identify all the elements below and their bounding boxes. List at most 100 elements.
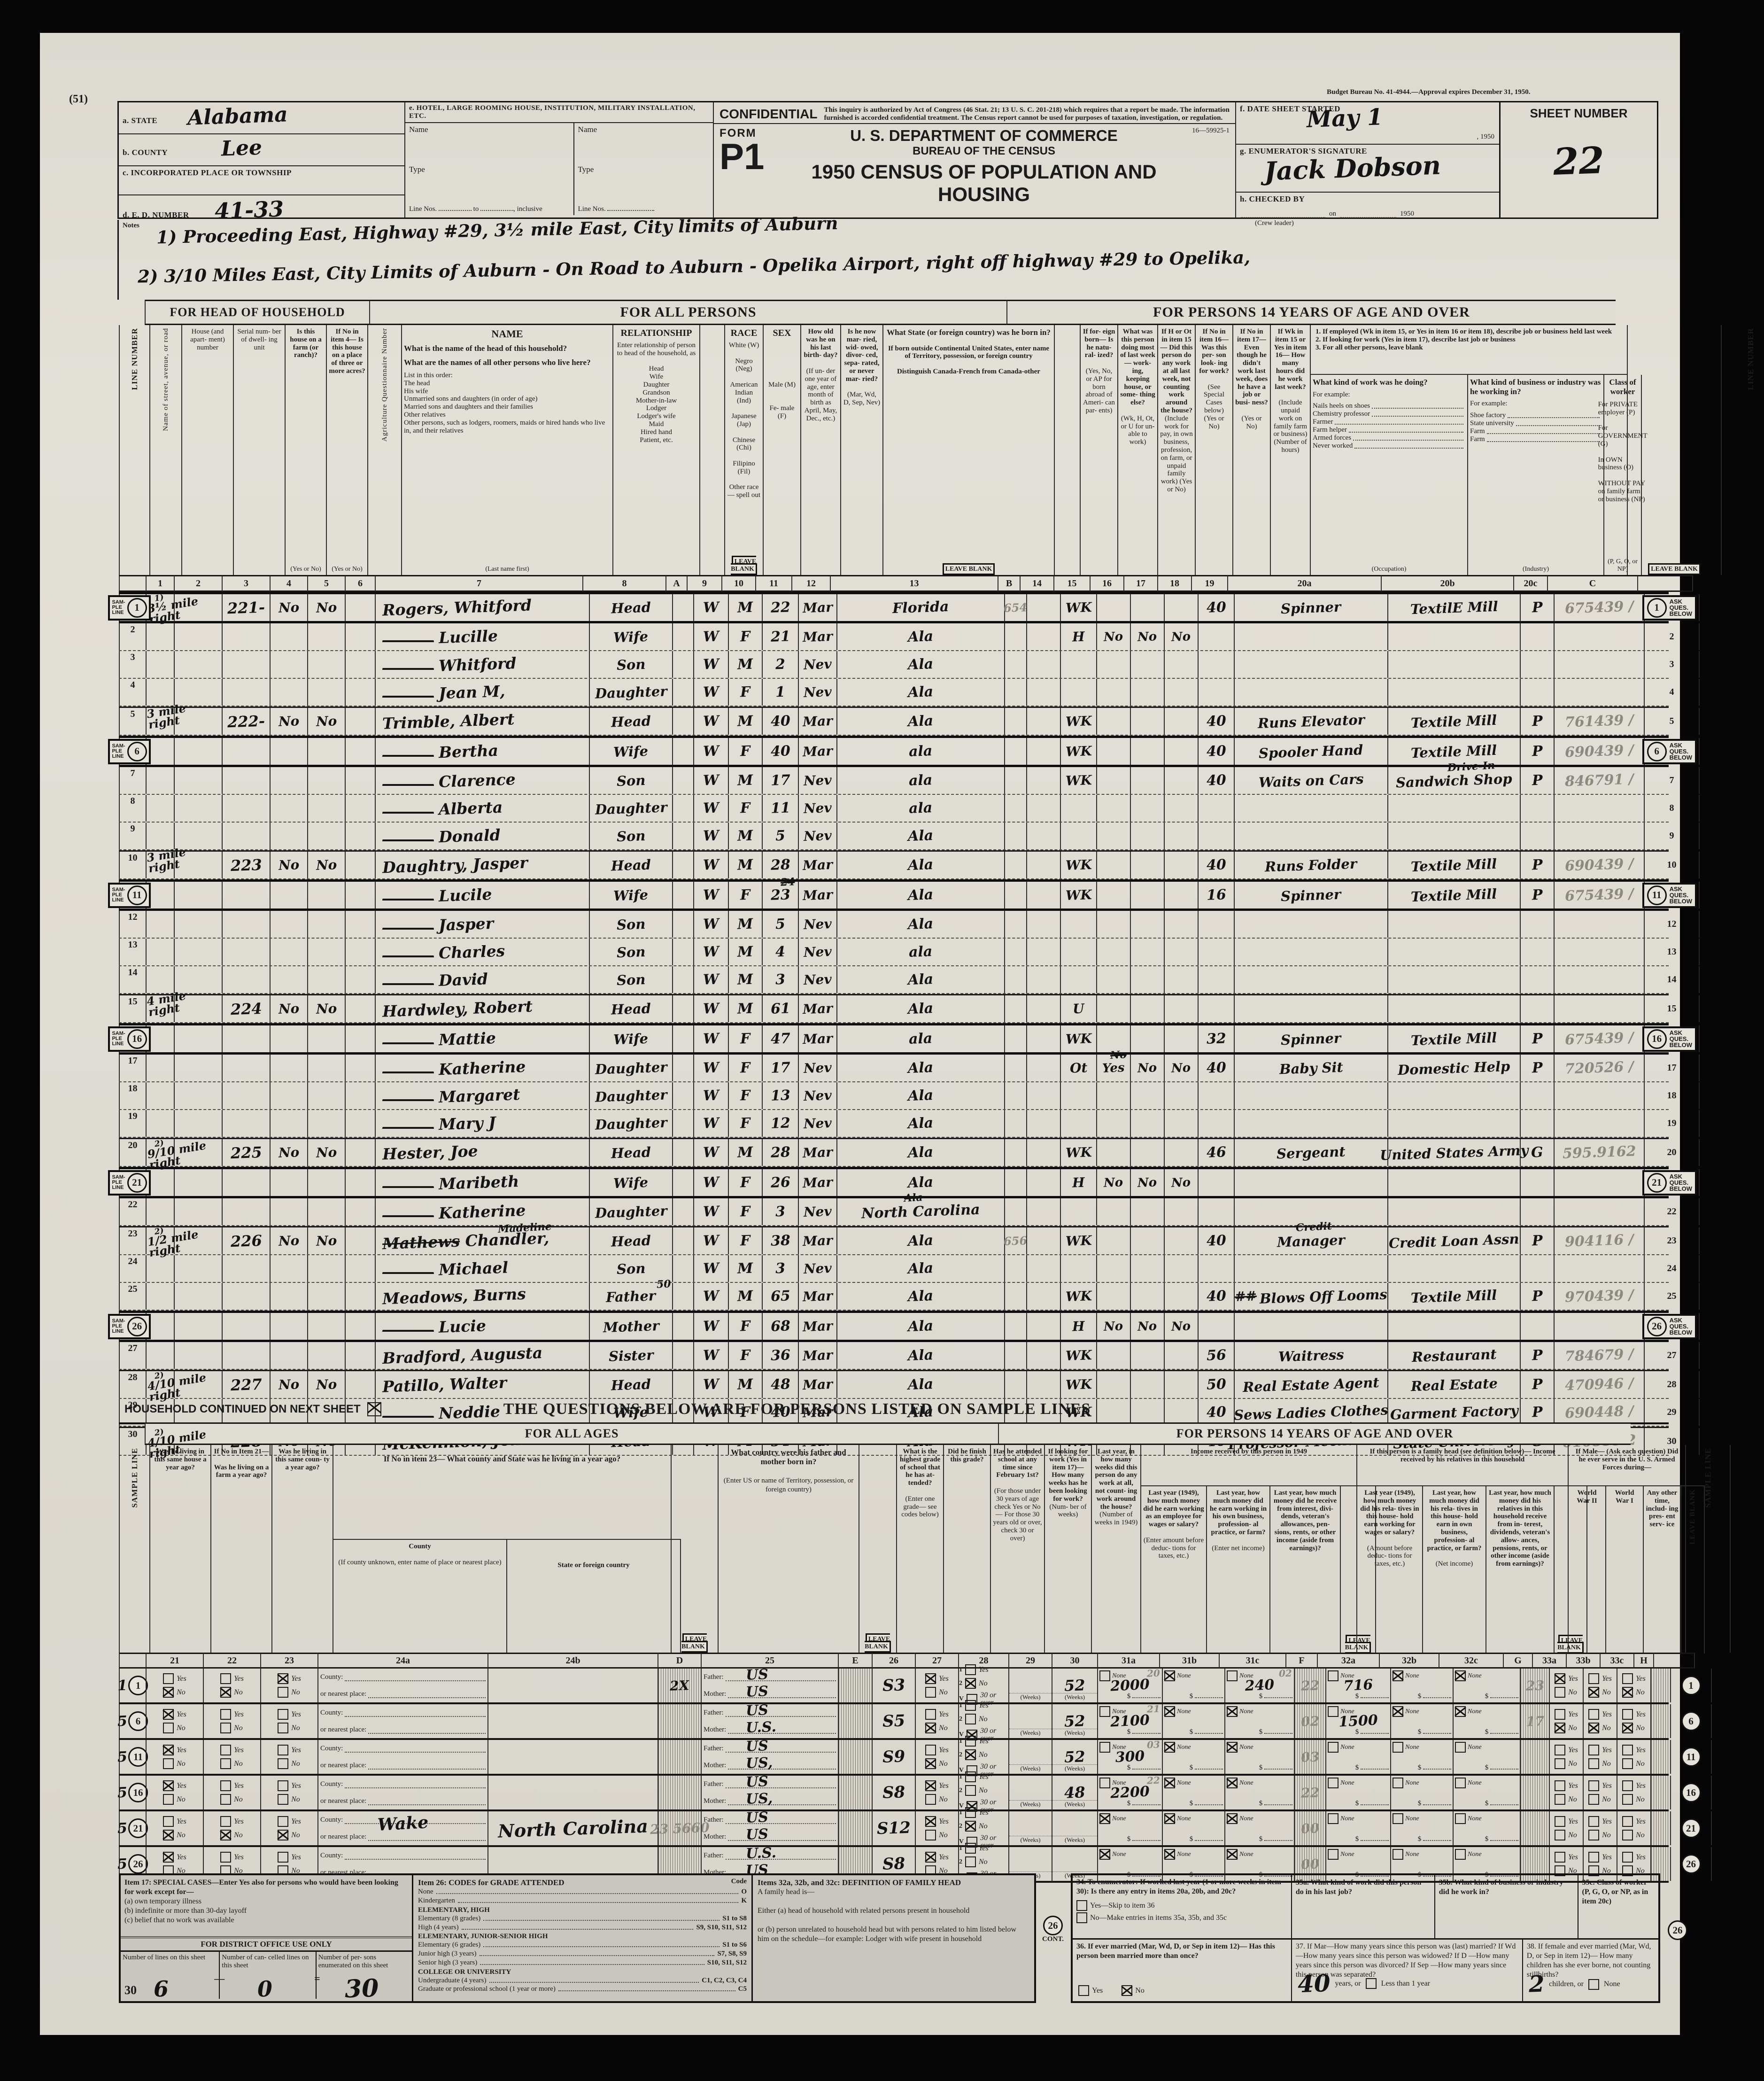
hotel-type2-label: Type	[578, 164, 594, 174]
t1-r5-B	[1004, 708, 1026, 735]
t1-r23-B: 656	[1004, 1227, 1028, 1254]
t1-r3-serial	[222, 651, 270, 678]
t1-r6-house	[174, 738, 222, 765]
t1-r24-rln: 24	[1644, 1255, 1700, 1282]
t1-r4-age: 1	[762, 679, 798, 706]
t1-r19-acres	[307, 1110, 345, 1137]
t1-r8-c14	[1026, 795, 1060, 822]
t1-r17-c18: No	[1164, 1055, 1198, 1081]
t2-r11-sl: 5 11	[117, 1740, 148, 1774]
t2-r6-c31b: None $	[1162, 1704, 1224, 1738]
t1-r2-st	[146, 623, 174, 650]
t2-num-c32c: 32c	[1439, 1653, 1503, 1669]
t1-r6-c17	[1130, 738, 1164, 765]
t1-r8-house	[174, 795, 222, 822]
t2-r16-H	[1650, 1776, 1670, 1809]
t1-r15-serial: 224	[222, 995, 270, 1022]
t1-r23-c14	[1026, 1227, 1060, 1254]
census-sheet-paper: (51) Budget Bureau No. 41-4944.—Approval…	[40, 33, 1764, 2035]
t1-r2-c17: No	[1130, 623, 1164, 650]
t1-r21-A	[672, 1169, 693, 1196]
t1-r7-name: Clarence	[375, 767, 589, 794]
t1-r17-c16: No Yes	[1096, 1048, 1130, 1081]
t1-num-born: 13	[830, 575, 998, 592]
t1-r10-born: Ala	[836, 852, 1004, 878]
t1-r11-ln: SAM- PLE LINE 11	[108, 882, 151, 908]
t1-r7-rel: Son	[589, 767, 672, 794]
t1-r13-rln: 13	[1644, 939, 1700, 965]
t1-r28-c17	[1130, 1371, 1164, 1398]
t1-r28-A	[672, 1371, 693, 1398]
t1-r19-mar: Nev	[798, 1110, 836, 1137]
t1-r22-age: 3	[762, 1198, 798, 1225]
t2-grp31: Income received by this person in 1949 L…	[1140, 1445, 1376, 1654]
t1-r2-cls	[1520, 623, 1554, 650]
t2-num-c32a: 32a	[1317, 1653, 1379, 1669]
t2-num-c28: 28	[958, 1653, 1008, 1669]
t1-num-house: 2	[174, 575, 222, 592]
t2-row-16: 5 16 Yes No Yes No Yes No County: or nearest plac…	[117, 1771, 1712, 1814]
t2-r6-c33c: Yes No	[1617, 1704, 1650, 1738]
t2-r1-G: 23	[1520, 1669, 1549, 1702]
t1-r21-mar: Mar	[798, 1169, 836, 1196]
t1-r4-born: Ala	[836, 679, 1004, 706]
t1-r4-serial	[222, 679, 270, 706]
t1-r15-c19	[1198, 995, 1234, 1022]
t1-r3-age: 2	[762, 651, 798, 678]
t1-r22-c18	[1164, 1198, 1198, 1225]
t1-r29-c16	[1096, 1399, 1130, 1426]
hotel-name-label: Name	[409, 125, 428, 134]
checked-by-label: h. CHECKED BY	[1240, 194, 1305, 203]
t1-r20-house	[174, 1139, 222, 1166]
t2-num-c26: 26	[872, 1653, 915, 1669]
t1-r10-c19: 40	[1198, 852, 1234, 878]
continuation-bar: HOUSEHOLD CONTINUED ON NEXT SHEET THE QU…	[119, 1396, 1669, 1424]
t1-r6-occ: Spooler Hand	[1234, 738, 1387, 765]
t1-r12-B	[1004, 911, 1026, 938]
t1-r9-age: 5	[762, 823, 798, 849]
t1-r14-c17	[1130, 966, 1164, 993]
t2-r6-F: 02	[1294, 1704, 1325, 1738]
t1-r8-cls	[1520, 795, 1554, 822]
t1-r5-c19: 40	[1198, 708, 1234, 735]
t1-r22-serial	[222, 1198, 270, 1225]
t1-r2-c14	[1026, 623, 1060, 650]
t1-colhead-A	[699, 325, 724, 575]
t1-r13-code	[1554, 939, 1644, 965]
ed-label: d. E. D. NUMBER	[123, 210, 189, 219]
t2-colhead-c33c: Any other time, includ- ing pres- ent se…	[1643, 1485, 1680, 1654]
t1-r8-c19	[1198, 795, 1234, 822]
t1-r23-c18	[1164, 1227, 1198, 1254]
t1-r13-c19	[1198, 939, 1234, 965]
t2-r1-c33b: Yes No	[1583, 1669, 1617, 1702]
t1-r27-sex: F	[728, 1342, 762, 1369]
t2-r11-H	[1650, 1740, 1670, 1774]
t1-r29-st	[146, 1399, 174, 1426]
item36-yes-checkbox	[1078, 1985, 1089, 1996]
t1-r14-code	[1554, 966, 1644, 993]
t1-r18-rln: 18	[1644, 1082, 1700, 1109]
t1-r21-age: 26	[762, 1169, 798, 1196]
t2-r16-c32a: None $	[1325, 1776, 1390, 1809]
t1-r10-code: 690439 /	[1554, 852, 1644, 878]
t1-r25-code: 970439 /	[1554, 1283, 1644, 1310]
t1-r22-c17	[1130, 1198, 1164, 1225]
t1-r2-race: W	[693, 623, 728, 650]
t1-r24-born: Ala	[836, 1255, 1004, 1282]
t2-r16-c33c: Yes No	[1617, 1776, 1650, 1809]
t2-r16-G	[1520, 1776, 1549, 1809]
t2-r6-c28: 1 Yes 2 No V 30 or over	[958, 1700, 1008, 1742]
t1-row-4: 4 Jean M, Daughter W F 1 Nev Ala 4	[119, 679, 1700, 707]
t1-r5-c14	[1026, 708, 1060, 735]
t1-r26-c18: No	[1164, 1313, 1198, 1340]
t2-r21-c28: 1 Yes 2 No V 30 or over	[958, 1807, 1008, 1849]
t1-r16-c14	[1026, 1025, 1060, 1052]
t1-r26-mar: Mar	[798, 1313, 836, 1340]
t1-r8-occ	[1234, 795, 1387, 822]
t1-num-c14: 14	[1020, 575, 1053, 592]
t2-r1-c31b: None $	[1162, 1669, 1224, 1702]
t1-r21-ind	[1387, 1169, 1520, 1196]
t1-r12-st	[146, 911, 174, 938]
t1-r21-code	[1554, 1169, 1644, 1196]
t1-r16-born: ala	[836, 1025, 1004, 1052]
